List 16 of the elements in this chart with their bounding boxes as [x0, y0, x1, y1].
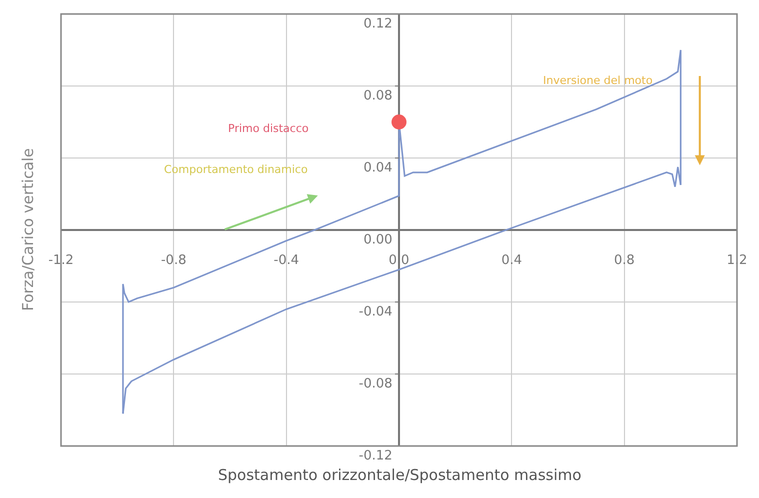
x-tick-label: -0.8 [160, 253, 186, 268]
annotation: Inversione del moto [543, 74, 653, 87]
y-tick-label: -0.12 [358, 448, 392, 464]
y-axis-title: Forza/Carico verticale [19, 148, 37, 311]
y-tick-label: 0.12 [363, 16, 392, 32]
y-tick-label: 0.04 [363, 160, 392, 176]
y-tick-label: 0.08 [363, 88, 392, 104]
x-tick-label: 0.8 [614, 253, 635, 268]
x-axis-title: Spostamento orizzontale/Spostamento massimo [218, 466, 582, 484]
y-tick-label: -0.08 [358, 376, 392, 392]
annotation: Primo distacco [228, 122, 309, 135]
x-tick-label: 0.4 [501, 253, 522, 268]
x-tick-label: -0.4 [274, 253, 300, 268]
y-tick-label: 0.00 [363, 232, 392, 248]
annotation: Comportamento dinamico [164, 163, 308, 176]
y-tick-label: -0.04 [358, 304, 392, 320]
